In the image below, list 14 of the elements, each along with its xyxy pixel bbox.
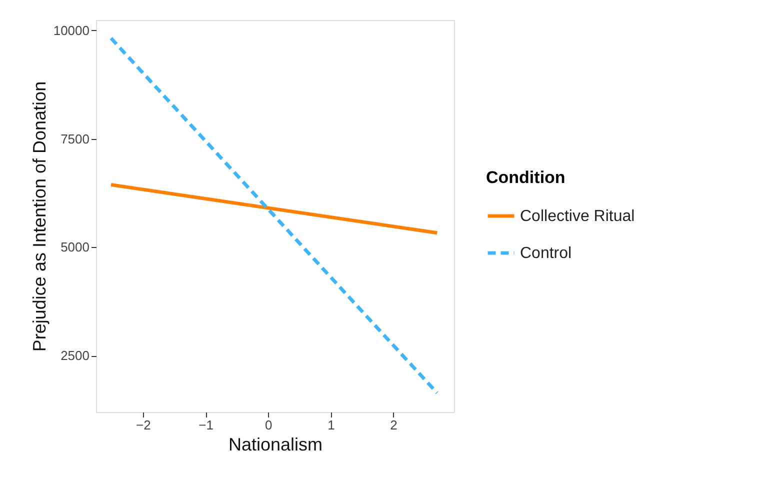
x-tick-label: −2 [136, 418, 151, 432]
x-tick-label: 0 [265, 418, 272, 432]
y-tick-label: 2500 [60, 348, 90, 364]
x-tick-label: 2 [390, 418, 398, 432]
legend-label: Collective Ritual [520, 208, 635, 225]
y-tick-label: 5000 [60, 240, 90, 255]
x-tick-label: −1 [198, 418, 214, 432]
legend-label: Control [520, 245, 572, 262]
legend-title: Condition [486, 168, 566, 187]
x-tick-label: 1 [328, 418, 335, 432]
y-axis-title: Prejudice as Intention of Donation [29, 81, 50, 352]
y-tick-label: 7500 [60, 131, 90, 146]
x-axis-title: Nationalism [228, 434, 323, 454]
y-tick-label: 10000 [53, 22, 90, 38]
